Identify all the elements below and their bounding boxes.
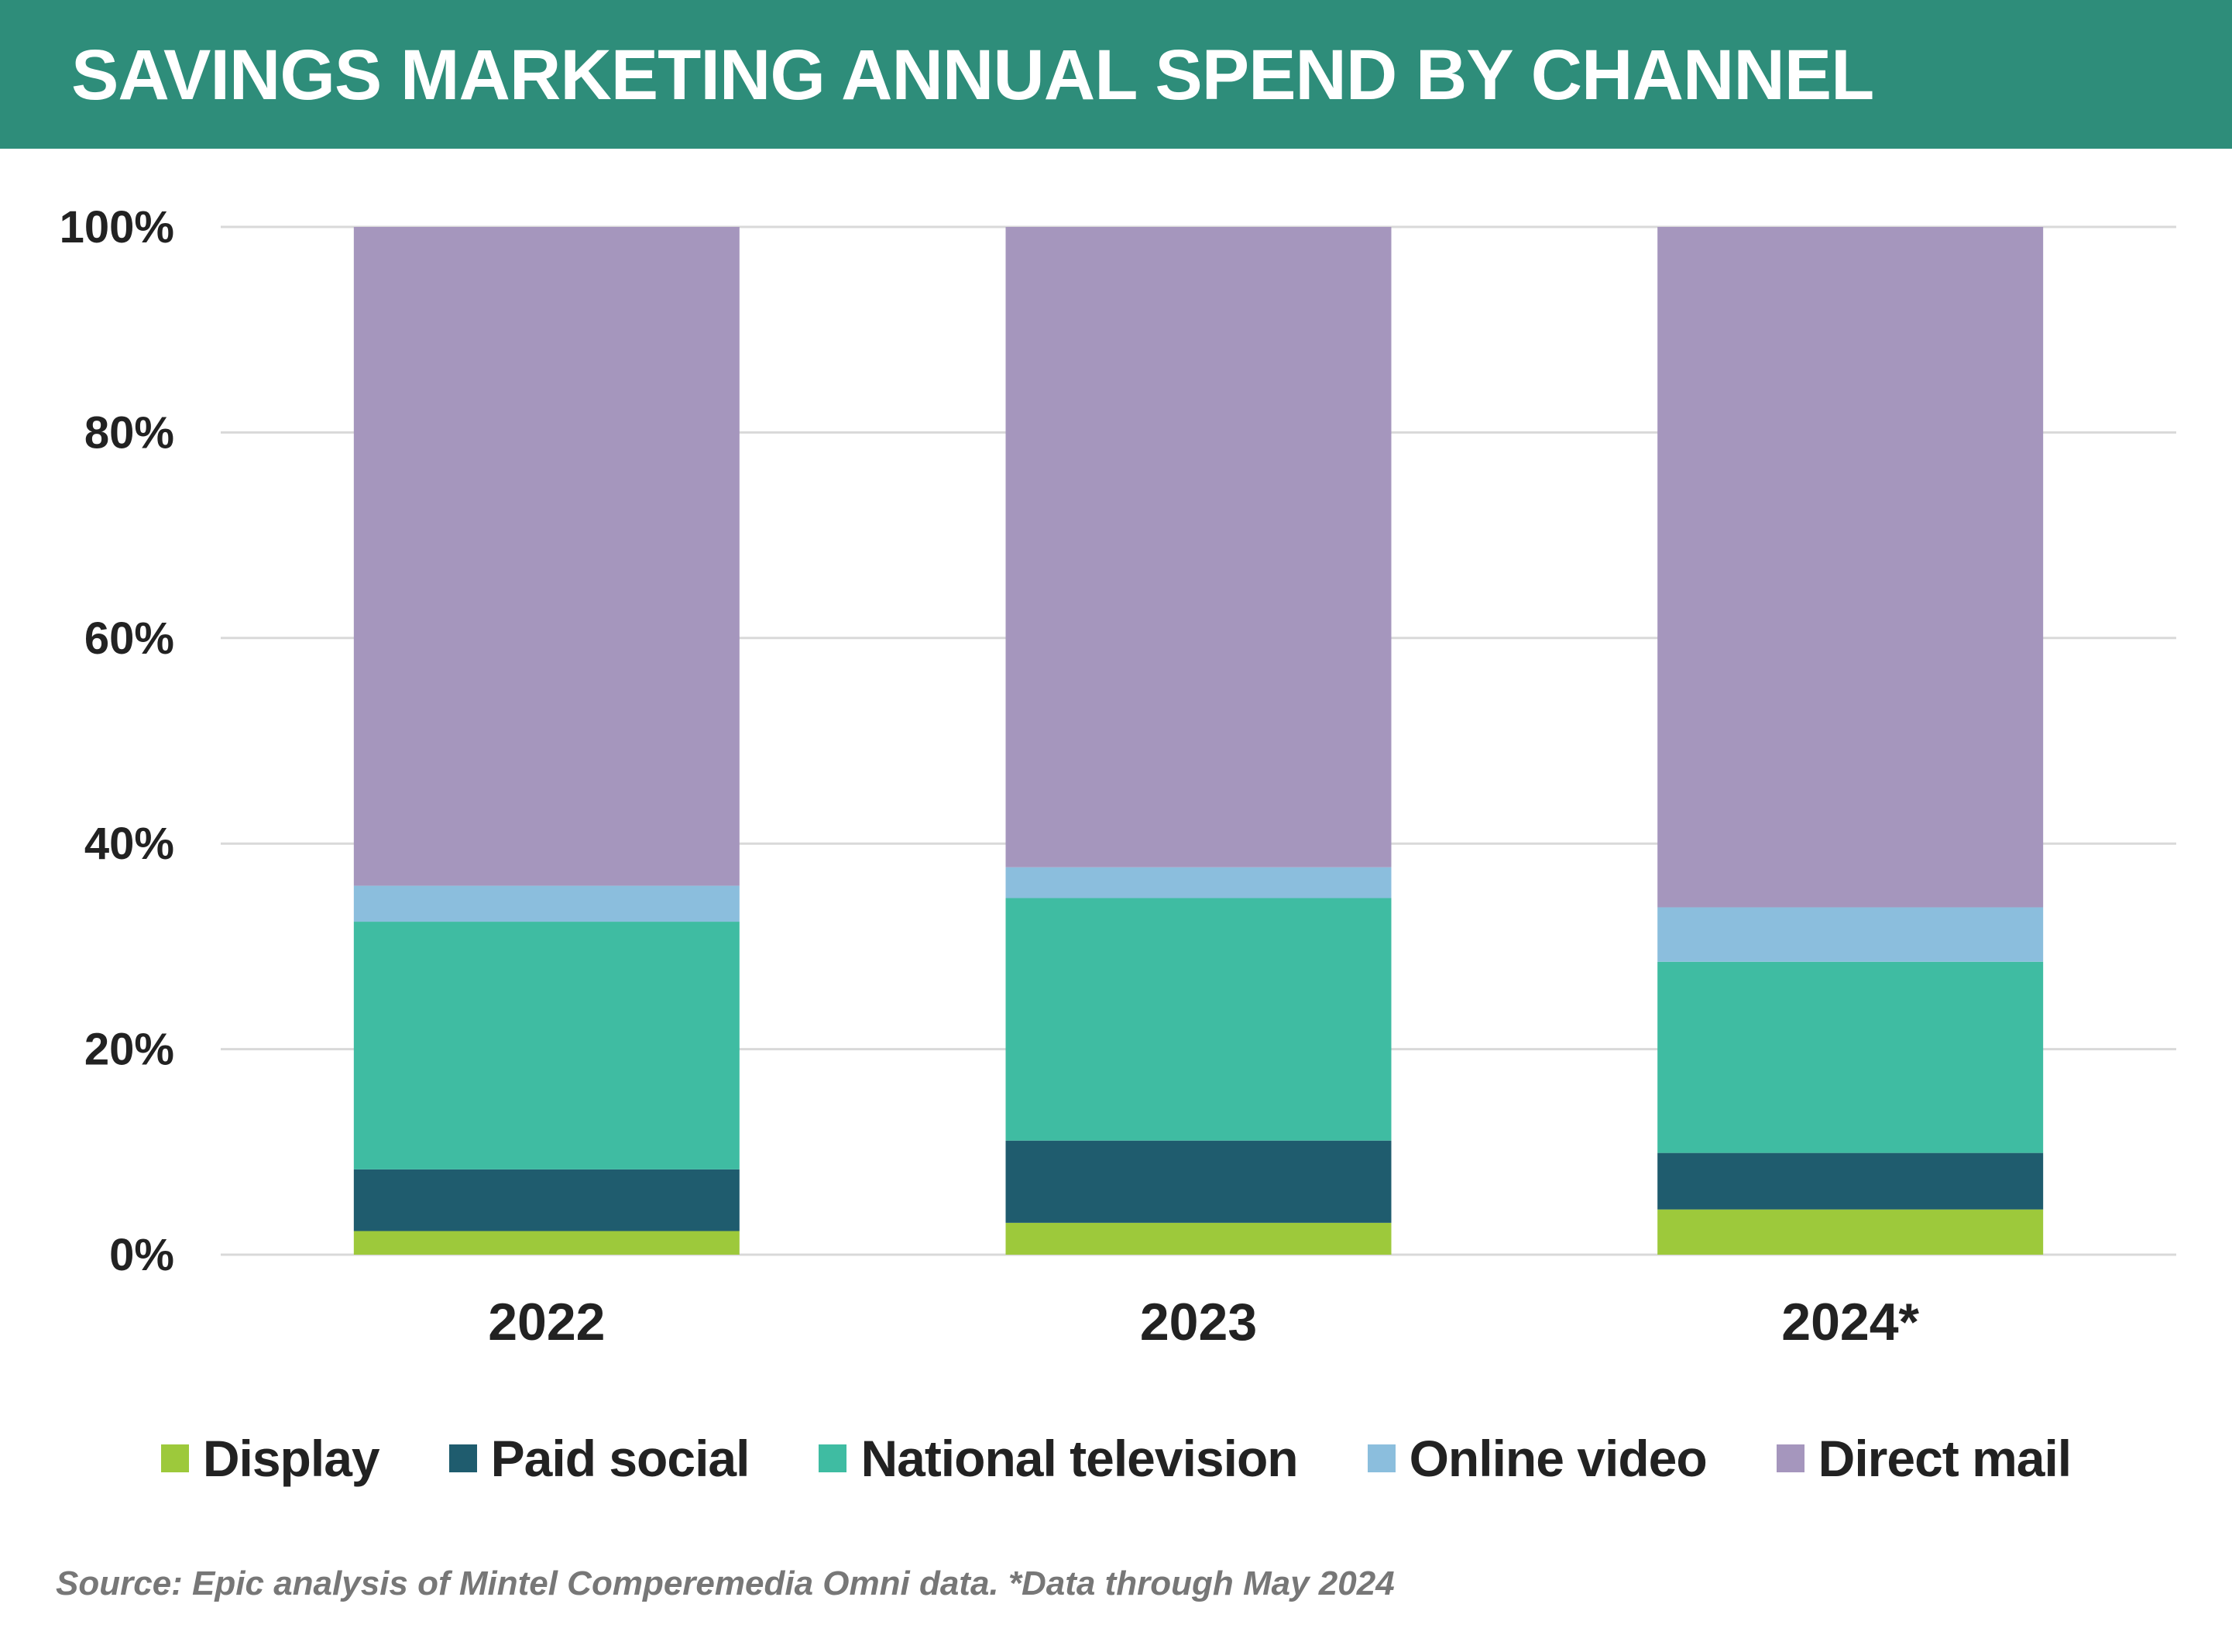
bars — [353, 227, 2044, 1255]
y-tick-label: 100% — [60, 202, 174, 252]
legend-label: Direct mail — [1818, 1430, 2072, 1487]
legend-swatch — [448, 1444, 477, 1472]
bar-segment — [353, 922, 740, 1169]
bar-segment — [1005, 867, 1392, 898]
legend-swatch — [819, 1444, 847, 1472]
bar-segment — [1657, 1209, 2044, 1255]
y-tick-label: 40% — [84, 819, 174, 869]
bar-segment — [1005, 1222, 1392, 1255]
x-tick-label: 2024* — [1781, 1293, 1919, 1351]
y-tick-label: 60% — [84, 613, 174, 664]
bar-segment — [1657, 1152, 2044, 1210]
y-tick-label: 0% — [109, 1230, 174, 1280]
y-axis-tick-labels: 0% 20% 40% 60% 80% 100% — [60, 202, 174, 1280]
chart-header: SAVINGS MARKETING ANNUAL SPEND BY CHANNE… — [0, 0, 2232, 149]
legend-swatch — [1776, 1444, 1804, 1472]
legend-label: Paid social — [490, 1430, 750, 1487]
legend-swatch — [1367, 1444, 1396, 1472]
bar-segment — [1657, 907, 2044, 962]
x-tick-label: 2023 — [1140, 1293, 1257, 1351]
legend-swatch — [160, 1444, 189, 1472]
bar-segment — [353, 1231, 740, 1255]
stacked-bar-chart: 0% 20% 40% 60% 80% 100% 2022 2023 2024* — [60, 202, 2176, 1351]
bar-segment — [1005, 898, 1392, 1141]
legend-item: Display — [160, 1429, 380, 1488]
y-tick-label: 80% — [84, 407, 174, 458]
legend-item: Paid social — [448, 1429, 750, 1488]
bar-segment — [1005, 1140, 1392, 1223]
bar-segment — [1657, 961, 2044, 1153]
legend-item: National television — [819, 1429, 1299, 1488]
legend-item: Online video — [1367, 1429, 1708, 1488]
bar-segment — [353, 227, 740, 886]
x-tick-label: 2022 — [488, 1293, 605, 1351]
x-axis-tick-labels: 2022 2023 2024* — [488, 1293, 1919, 1351]
legend-label: Online video — [1409, 1430, 1708, 1487]
bar-segment — [353, 885, 740, 922]
legend-label: Display — [202, 1430, 380, 1487]
source-note: Source: Epic analysis of Mintel Comperem… — [56, 1564, 1395, 1602]
bar-segment — [353, 1169, 740, 1231]
y-tick-label: 20% — [84, 1025, 174, 1075]
bar-segment — [1657, 227, 2044, 908]
legend-label: National television — [860, 1430, 1298, 1487]
chart-title: SAVINGS MARKETING ANNUAL SPEND BY CHANNE… — [71, 36, 1874, 115]
legend: Display Paid social National television Onl… — [0, 1424, 2232, 1493]
legend-item: Direct mail — [1776, 1429, 2072, 1488]
bar-segment — [1005, 227, 1392, 867]
